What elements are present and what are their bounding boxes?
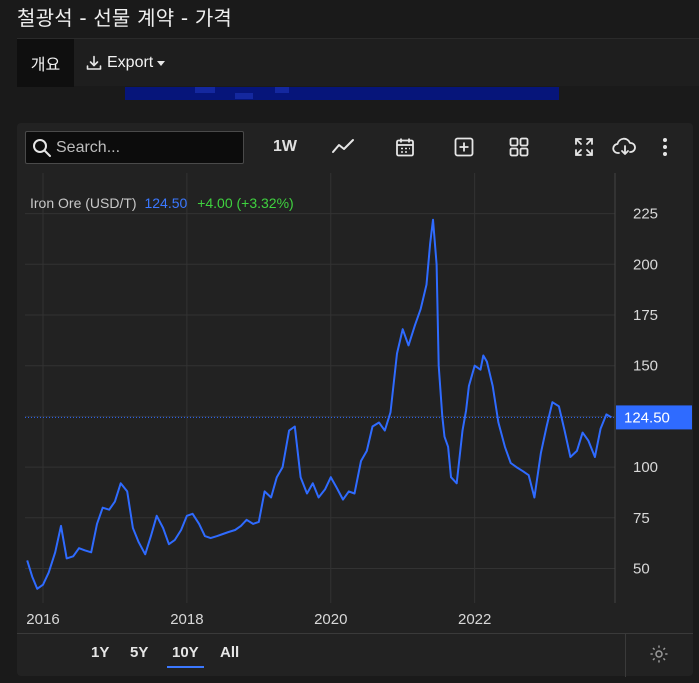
x-tick-label: 2022 <box>458 611 491 628</box>
grid-icon <box>509 137 529 157</box>
x-tick-label: 2016 <box>26 611 59 628</box>
range-divider <box>625 634 626 677</box>
search-input[interactable] <box>56 138 236 157</box>
price-series-line <box>26 218 612 590</box>
legend-change: +4.00 (+3.32%) <box>197 195 294 211</box>
last-price-label: 124.50 <box>624 409 670 426</box>
add-indicator-button[interactable] <box>450 133 478 161</box>
legend-last-price: 124.50 <box>144 195 188 211</box>
chart-type-button[interactable] <box>329 133 357 161</box>
banner-strip <box>125 87 559 100</box>
tab-export[interactable]: Export <box>85 39 166 87</box>
line-chart-icon <box>332 139 354 153</box>
price-chart[interactable]: 2252001751501251007550201620182020202212… <box>25 173 693 633</box>
fullscreen-icon <box>575 138 593 156</box>
more-vertical-icon <box>663 138 667 156</box>
search-icon <box>33 138 51 157</box>
search-box[interactable] <box>25 131 244 164</box>
y-tick-label: 100 <box>633 459 658 476</box>
last-price-label-bg <box>616 405 692 430</box>
x-tick-label: 2020 <box>314 611 347 628</box>
range-button-1y[interactable]: 1Y <box>91 644 110 661</box>
chevron-down-icon <box>157 60 166 66</box>
y-tick-label: 225 <box>633 206 658 223</box>
page-title: 철광석 - 선물 계약 - 가격 <box>17 6 233 30</box>
range-button-10y[interactable]: 10Y <box>167 644 204 668</box>
chart-toolbar: 1W <box>17 123 693 173</box>
calendar-button[interactable] <box>391 133 419 161</box>
range-button-5y[interactable]: 5Y <box>130 644 149 661</box>
range-bar: 1Y 5Y 10Y All <box>17 633 693 677</box>
download-icon <box>86 55 102 70</box>
chart-panel: 1W <box>17 123 693 677</box>
more-button[interactable] <box>657 133 673 161</box>
fullscreen-button[interactable] <box>570 133 598 161</box>
gear-icon <box>650 645 668 663</box>
y-tick-label: 150 <box>633 358 658 375</box>
download-chart-button[interactable] <box>611 133 639 161</box>
legend-symbol-name: Iron Ore (USD/T) <box>30 195 137 211</box>
y-tick-label: 75 <box>633 510 650 527</box>
x-tick-label: 2018 <box>170 611 203 628</box>
cloud-download-icon <box>612 137 636 155</box>
calendar-icon <box>396 138 414 157</box>
chart-legend: Iron Ore (USD/T) 124.50 +4.00 (+3.32%) <box>30 195 294 211</box>
tab-overview[interactable]: 개요 <box>17 39 74 87</box>
y-tick-label: 200 <box>633 256 658 273</box>
export-label: Export <box>107 54 154 71</box>
y-tick-label: 175 <box>633 307 658 324</box>
tab-bar: 개요 Export <box>17 38 699 87</box>
interval-button[interactable]: 1W <box>273 138 297 155</box>
layout-button[interactable] <box>505 133 533 161</box>
y-tick-label: 50 <box>633 561 650 578</box>
range-button-all[interactable]: All <box>220 644 240 661</box>
settings-button[interactable] <box>649 644 669 669</box>
add-box-icon <box>454 137 474 157</box>
